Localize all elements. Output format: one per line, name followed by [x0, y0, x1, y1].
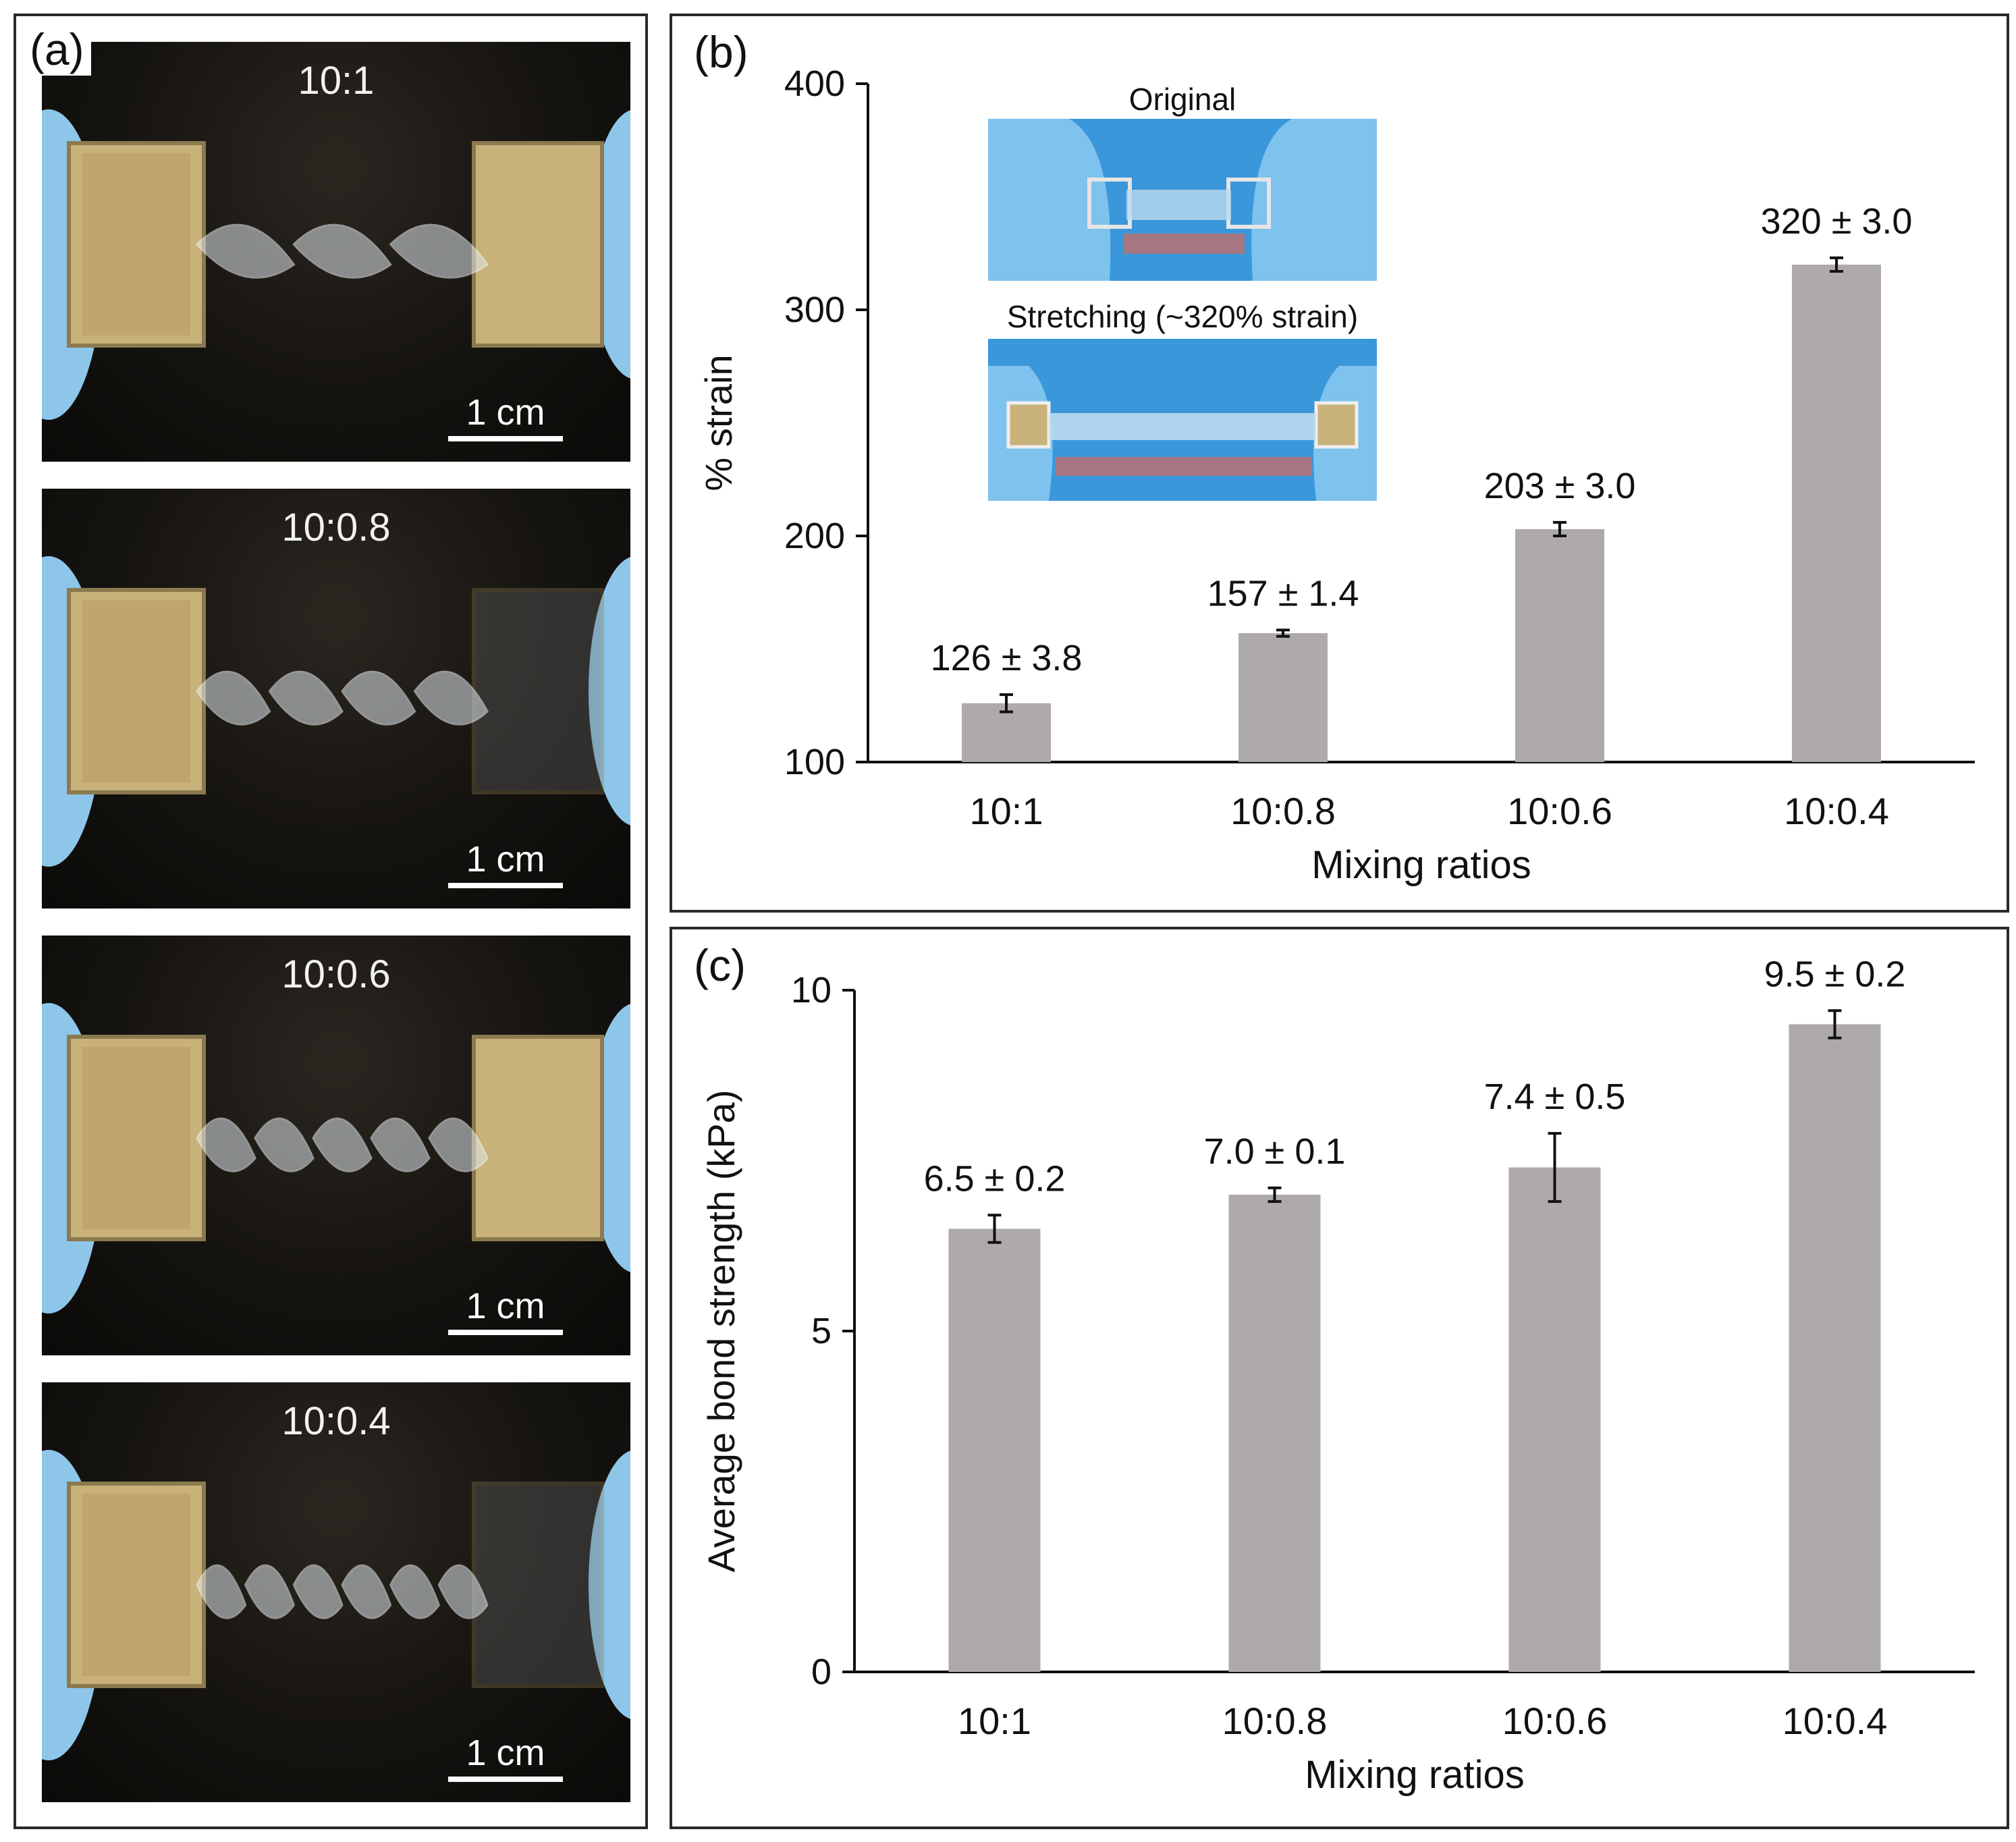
- data-label: 126 ± 3.8: [931, 638, 1083, 678]
- sample-photo-graphic: [42, 556, 630, 867]
- y-tick-label: 0: [811, 1652, 832, 1692]
- sample-photo: 10:0.4 1 cm: [42, 1382, 630, 1802]
- y-tick-label: 200: [784, 516, 845, 556]
- photo-ratio-label: 10:1: [298, 59, 375, 103]
- x-axis-label: Mixing ratios: [1311, 843, 1531, 887]
- original-photo-graphic: [988, 119, 1377, 281]
- bar: [1515, 529, 1604, 762]
- stretching-photo-graphic: [988, 339, 1377, 501]
- y-tick-label: 100: [784, 742, 845, 782]
- data-label: 7.0 ± 0.1: [1204, 1131, 1346, 1172]
- bond-strength-bar-chart: 0 5 10 Average bond strength (kPa) 6.5 ± 0.2…: [700, 954, 1975, 1797]
- x-tick-label: 10:1: [970, 790, 1043, 832]
- bar: [1792, 265, 1881, 762]
- scale-bar-label: 1 cm: [466, 392, 545, 433]
- sample-photo-graphic: [42, 1003, 630, 1313]
- strain-bar-chart: 100 200 300 400 % strain 126 ± 3.8 10:1 157 ± 1…: [697, 63, 1975, 887]
- y-tick-label: 5: [811, 1311, 832, 1351]
- scale-bar-label: 1 cm: [466, 839, 545, 879]
- scale-bar: [448, 436, 563, 441]
- bar: [1228, 1195, 1321, 1672]
- inset-photo-original: [988, 119, 1377, 281]
- y-tick-label: 400: [784, 63, 845, 104]
- photo-ratio-label: 10:0.4: [281, 1399, 391, 1443]
- x-tick-label: 10:0.4: [1782, 1700, 1888, 1742]
- scale-bar-label: 1 cm: [466, 1733, 545, 1773]
- photo-ratio-label: 10:0.6: [281, 952, 391, 996]
- bar: [948, 1228, 1041, 1672]
- inset-label-original: Original: [1128, 82, 1236, 117]
- sample-photo: 10:1 1 cm: [42, 42, 630, 462]
- sample-photo: 10:0.6 1 cm: [42, 936, 630, 1355]
- scale-bar: [448, 1777, 563, 1782]
- sample-photo-graphic: [42, 109, 630, 420]
- panel-a-letter: (a): [23, 23, 91, 76]
- x-axis-label: Mixing ratios: [1305, 1753, 1525, 1797]
- data-label: 6.5 ± 0.2: [924, 1158, 1066, 1199]
- sample-photo-graphic: [42, 1450, 630, 1760]
- data-label: 157 ± 1.4: [1207, 573, 1359, 614]
- x-tick-label: 10:0.6: [1507, 790, 1612, 832]
- bar: [1238, 633, 1328, 762]
- data-label: 9.5 ± 0.2: [1764, 954, 1906, 994]
- photo-ratio-label: 10:0.8: [281, 506, 391, 549]
- data-label: 203 ± 3.0: [1484, 466, 1636, 506]
- panel-a: (a) 10:1 1 cm 10:0.8 1 cm: [13, 13, 648, 1829]
- panel-b: (b) 100 200 300 400 % strain 126 ± 3.8 10:1 157…: [670, 13, 2009, 913]
- x-tick-label: 10:0.8: [1230, 790, 1336, 832]
- inset-label-stretching: Stretching (~320% strain): [1006, 299, 1359, 334]
- panel-c-letter: (c): [687, 939, 753, 992]
- x-tick-label: 10:1: [958, 1700, 1031, 1742]
- bar: [1508, 1167, 1601, 1672]
- scale-bar: [448, 883, 563, 888]
- data-label: 7.4 ± 0.5: [1484, 1077, 1626, 1117]
- data-label: 320 ± 3.0: [1761, 201, 1913, 242]
- inset-photo-stretching: [988, 339, 1377, 501]
- bar: [1789, 1024, 1881, 1672]
- panel-b-letter: (b): [687, 26, 755, 78]
- y-axis-label: % strain: [697, 354, 740, 491]
- x-tick-label: 10:0.8: [1222, 1700, 1328, 1742]
- x-tick-label: 10:0.4: [1784, 790, 1889, 832]
- y-tick-label: 10: [791, 970, 832, 1010]
- sample-photo: 10:0.8 1 cm: [42, 489, 630, 909]
- scale-bar: [448, 1330, 563, 1335]
- y-tick-label: 300: [784, 290, 845, 330]
- y-axis-label: Average bond strength (kPa): [700, 1090, 742, 1573]
- scale-bar-label: 1 cm: [466, 1286, 545, 1326]
- panel-c: (c) 0 5 10 Average bond strength (kPa) 6.5 ±…: [670, 927, 2009, 1829]
- x-tick-label: 10:0.6: [1502, 1700, 1608, 1742]
